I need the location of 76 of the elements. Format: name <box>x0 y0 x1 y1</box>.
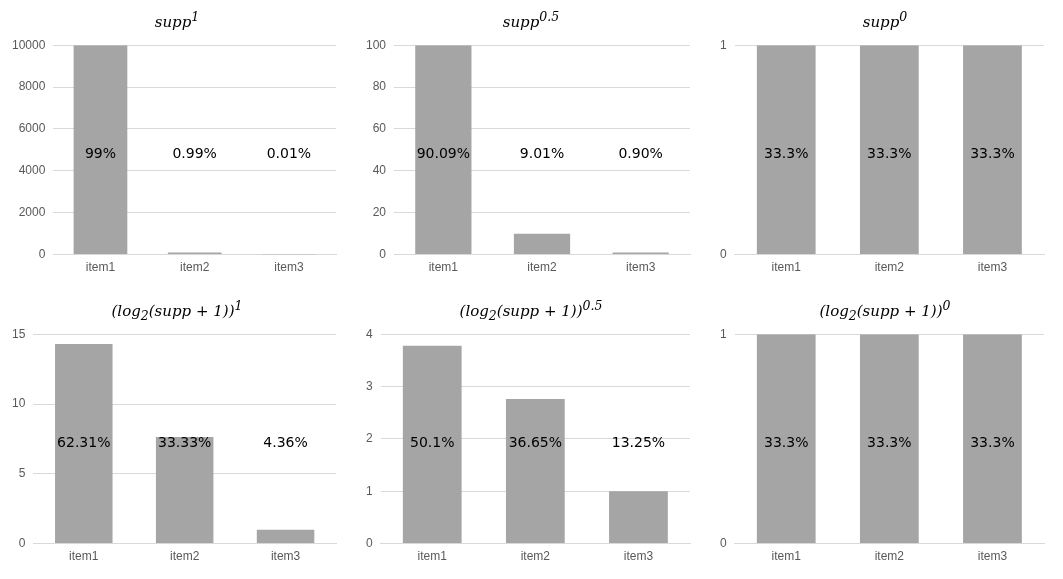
annotation: 33.3% <box>763 144 809 161</box>
x-tick-label: item2 <box>170 549 200 564</box>
x-tick-label: item2 <box>520 549 551 564</box>
x-tick-label: item2 <box>527 260 558 275</box>
bar <box>155 437 214 544</box>
y-tick-label: 2000 <box>18 205 46 220</box>
annotation: 0.01% <box>266 144 312 161</box>
bar <box>609 491 668 544</box>
y-tick-label: 6000 <box>18 121 46 136</box>
bar <box>55 344 113 544</box>
y-tick-label: 1 <box>365 483 373 498</box>
x-tick-label: item3 <box>274 260 304 275</box>
y-tick-label: 0 <box>38 246 46 261</box>
y-tick-label: 0 <box>719 535 727 550</box>
chart-title: (log$_{2}$(supp + 1))$^{0.5}$ <box>458 297 604 323</box>
y-tick-label: 0 <box>719 246 727 261</box>
chart-title: (log$_{2}$(supp + 1))$^{0}$ <box>818 297 952 323</box>
chart-title: supp$^{0.5}$ <box>501 8 561 31</box>
y-tick-label: 4 <box>365 326 373 341</box>
y-tick-label: 10 <box>11 396 26 411</box>
annotation: 13.25% <box>611 433 666 450</box>
y-tick-label: 15 <box>11 326 26 341</box>
annotation: 33.3% <box>867 144 912 161</box>
x-tick-label: item1 <box>69 549 99 564</box>
y-tick-label: 20 <box>372 205 387 220</box>
y-tick-label: 8000 <box>18 79 46 94</box>
y-tick-label: 100 <box>365 37 387 52</box>
annotation: 33.33% <box>157 433 212 450</box>
x-tick-label: item1 <box>428 260 459 275</box>
y-tick-label: 2 <box>365 431 373 446</box>
annotation: 36.65% <box>508 433 563 450</box>
y-tick-label: 10000 <box>11 37 46 52</box>
x-tick-label: item1 <box>85 260 116 275</box>
y-tick-label: 0 <box>379 246 387 261</box>
bar <box>505 399 565 544</box>
bar <box>415 45 472 255</box>
y-tick-label: 3 <box>365 378 373 393</box>
x-tick-label: item3 <box>626 260 656 275</box>
annotation: 0.90% <box>618 144 663 161</box>
y-tick-label: 80 <box>372 79 387 94</box>
annotation: 90.09% <box>416 144 471 161</box>
bar <box>402 345 462 544</box>
annotation: 33.3% <box>970 144 1015 161</box>
x-tick-label: item2 <box>874 260 905 275</box>
y-tick-label: 0 <box>365 535 373 550</box>
x-tick-label: item1 <box>771 260 802 275</box>
y-tick-label: 4000 <box>18 163 46 178</box>
y-tick-label: 60 <box>372 121 387 136</box>
annotation: 33.3% <box>867 433 912 450</box>
y-tick-label: 1 <box>719 326 727 341</box>
x-tick-label: item2 <box>180 260 210 275</box>
bar <box>256 529 315 544</box>
x-tick-label: item3 <box>270 549 301 564</box>
bar <box>513 233 571 255</box>
y-tick-label: 5 <box>18 466 26 481</box>
bar <box>73 45 128 255</box>
y-tick-label: 0 <box>18 535 26 550</box>
y-tick-label: 40 <box>372 163 387 178</box>
chart-title: supp$^{1}$ <box>153 8 201 31</box>
x-tick-label: item3 <box>977 260 1008 275</box>
chart-title: (log$_{2}$(supp + 1))$^{1}$ <box>110 297 244 323</box>
x-tick-label: item2 <box>874 549 905 564</box>
x-tick-label: item3 <box>977 549 1008 564</box>
annotation: 50.1% <box>409 433 455 450</box>
x-tick-label: item1 <box>771 549 802 564</box>
annotation: 9.01% <box>519 144 565 161</box>
y-tick-label: 1 <box>719 37 727 52</box>
annotation: 33.3% <box>763 433 809 450</box>
annotation: 4.36% <box>263 433 308 450</box>
chart-title: supp$^{0}$ <box>861 8 909 31</box>
annotation: 33.3% <box>970 433 1015 450</box>
annotation: 0.99% <box>172 144 217 161</box>
annotation: 62.31% <box>57 433 111 450</box>
x-tick-label: item1 <box>417 549 448 564</box>
x-tick-label: item3 <box>623 549 654 564</box>
annotation: 99% <box>84 144 117 161</box>
